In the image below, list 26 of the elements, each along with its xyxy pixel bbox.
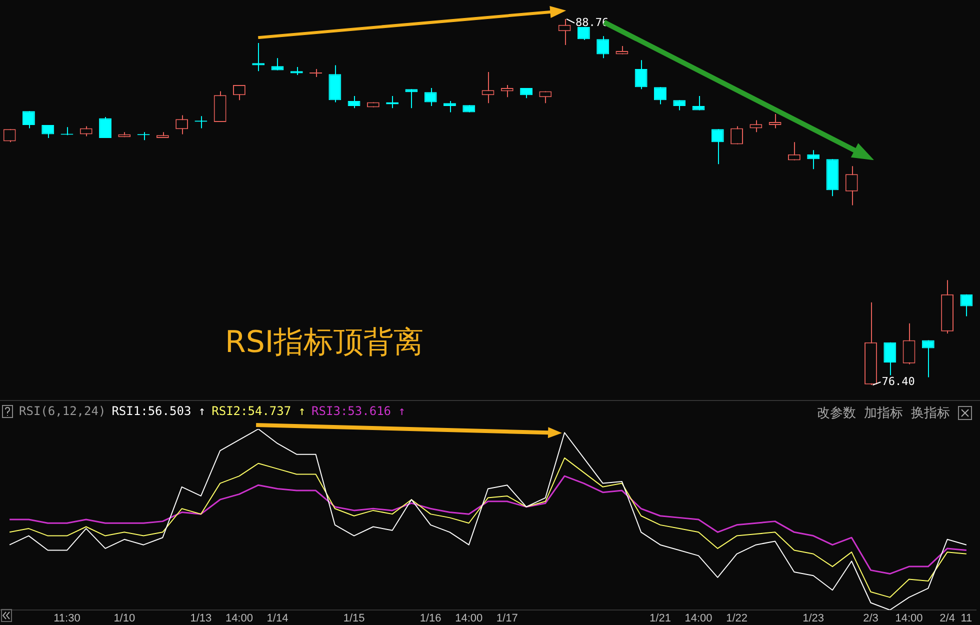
x-tick-label: 14:00 [895, 612, 923, 625]
x-tick-label: 1/10 [114, 612, 136, 625]
text: 加指标 [864, 405, 903, 422]
x-tick-label: 2/4 [940, 612, 955, 625]
text: RSI1:56.503 ↑ [112, 404, 206, 418]
annotation: RSI指标顶背离 [225, 324, 424, 362]
x-tick-label: 1/14 [266, 612, 288, 625]
x-tick-label: 1/22 [726, 612, 748, 625]
x-tick-label: 1/13 [190, 612, 212, 625]
x-tick-label: 11:30 [54, 612, 80, 625]
x-tick-label: 2/3 [863, 612, 878, 625]
text: RSI3:53.616 ↑ [312, 404, 406, 418]
x-tick-label: 1/17 [496, 612, 518, 625]
text: 改参数 [817, 405, 856, 422]
x-tick-label: 1/21 [650, 612, 671, 625]
x-tick-label: 11 [960, 612, 972, 625]
x-tick-label: 1/16 [420, 612, 442, 625]
x-tick-label: 1/23 [802, 612, 824, 625]
x-tick-label: 1/15 [343, 612, 365, 625]
legend-title: RSI(6,12,24) [19, 404, 106, 418]
annotation: 76.40 [882, 374, 915, 388]
x-tick-label: 14:00 [684, 612, 712, 625]
x-tick-label: 14:00 [225, 612, 253, 625]
text: RSI2:54.737 ↑ [212, 404, 306, 418]
text: 换指标 [911, 405, 950, 422]
x-tick-label: 14:00 [455, 612, 483, 625]
